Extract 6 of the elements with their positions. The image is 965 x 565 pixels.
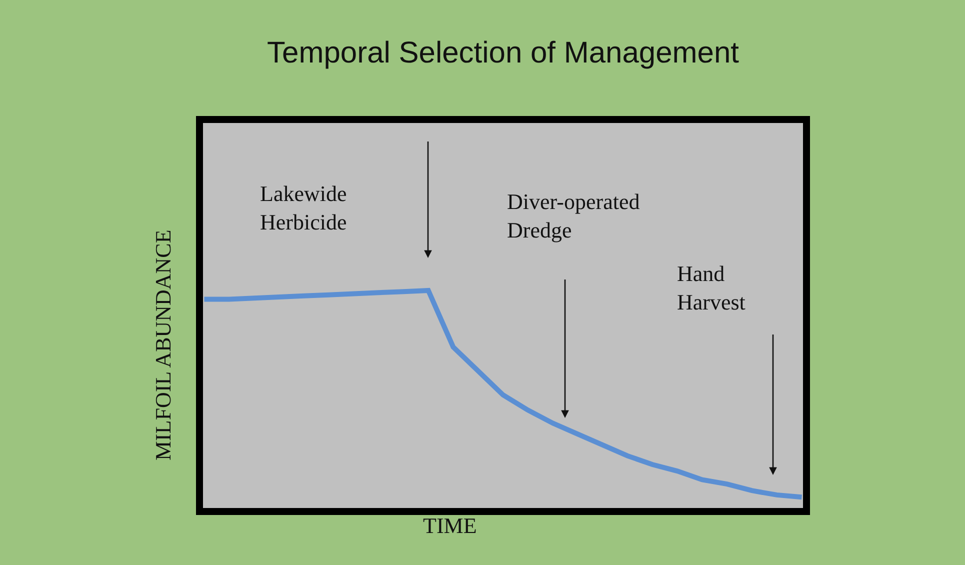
text: Lakewide Herbicide [260, 181, 347, 235]
y-axis-title: MILFOIL ABUNDANCE [150, 230, 176, 460]
chart-title: Temporal Selection of Management [267, 36, 740, 70]
x-axis-title: TIME [423, 513, 477, 538]
annotation: Hand Harvest [677, 261, 746, 315]
text: Diver-operated Dredge [507, 189, 640, 243]
